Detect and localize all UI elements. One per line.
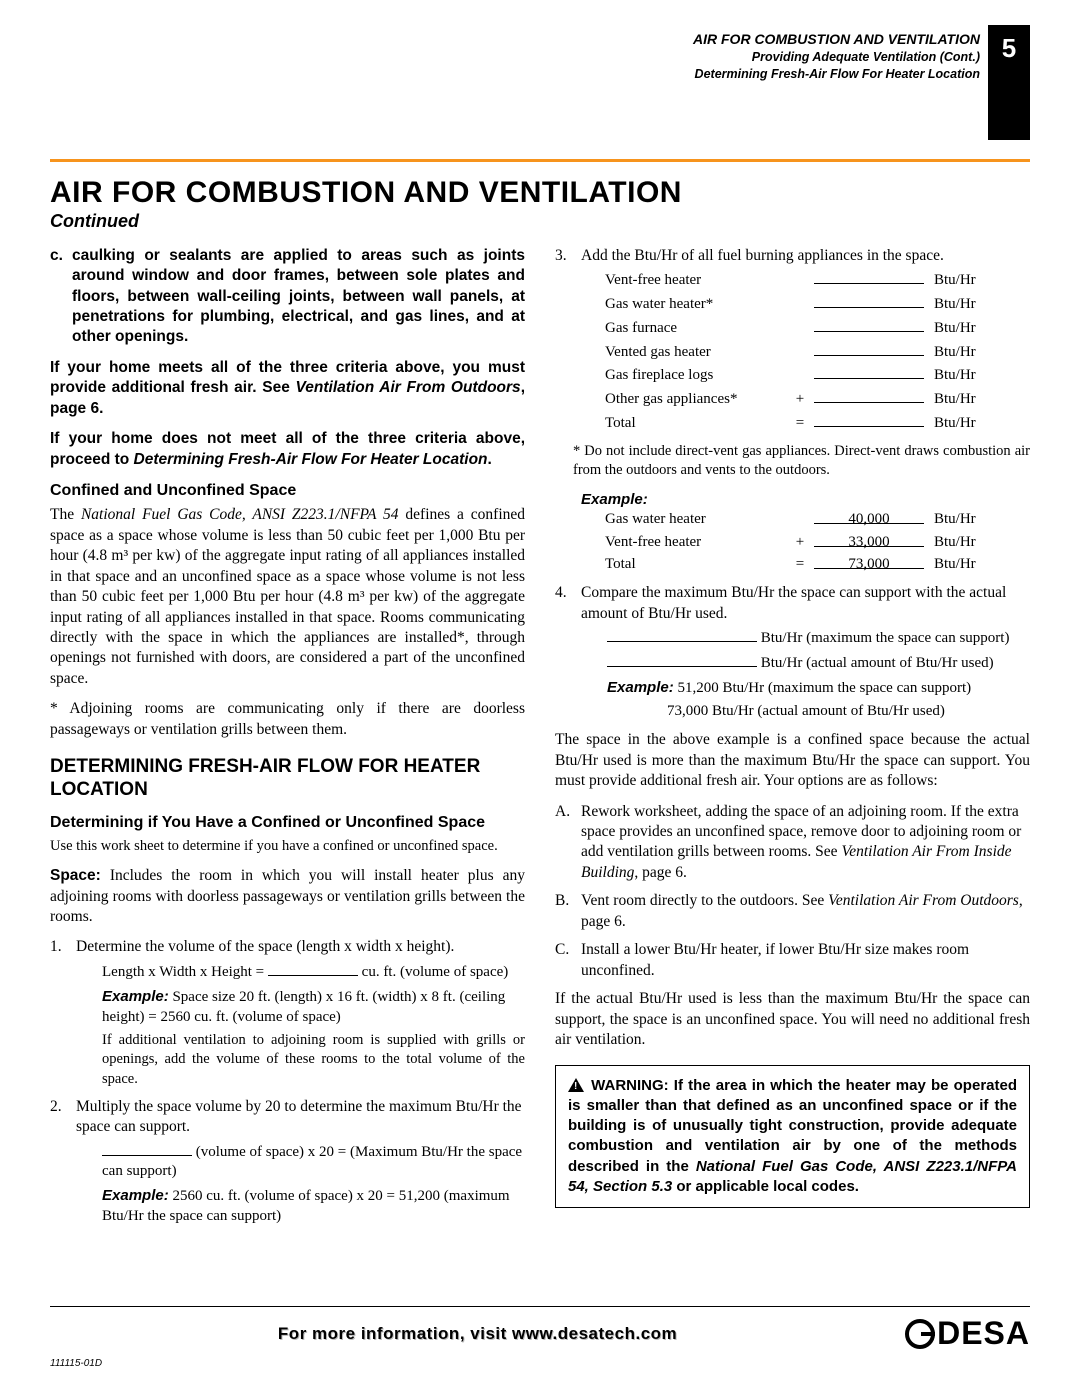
step-4-ex-1: Example: 51,200 Btu/Hr (maximum the spac…	[581, 678, 1030, 699]
blank-volume-2	[102, 1142, 192, 1156]
unconfined-result: If the actual Btu/Hr used is less than t…	[555, 989, 1030, 1050]
appliance-row: Gas fireplace logsBtu/Hr	[581, 365, 1030, 386]
criteria-not-met-para: If your home does not meet all of the th…	[50, 429, 525, 470]
document-id: 111115-01D	[50, 1358, 1030, 1369]
appliance-row: Gas water heater*Btu/Hr	[581, 294, 1030, 315]
right-column: 3. Add the Btu/Hr of all fuel burning ap…	[555, 246, 1030, 1235]
desa-logo: DESA	[905, 1315, 1030, 1352]
option-c: C. Install a lower Btu/Hr heater, if low…	[581, 940, 1030, 981]
appliance-row: Total=73,000Btu/Hr	[581, 555, 1030, 575]
step-2-example: Example: 2560 cu. ft. (volume of space) …	[76, 1186, 525, 1227]
appliance-row: Gas water heater40,000Btu/Hr	[581, 510, 1030, 530]
appliance-row: Vent-free heater+33,000Btu/Hr	[581, 533, 1030, 553]
section-rule	[50, 159, 1030, 162]
step-1: 1. Determine the volume of the space (le…	[76, 937, 525, 1088]
content-columns: c. caulking or sealants are applied to a…	[50, 246, 1030, 1235]
header-line-2: Providing Adequate Ventilation (Cont.)	[693, 49, 980, 66]
page-number-badge: 5	[988, 25, 1030, 140]
warning-box: WARNING: If the area in which the heater…	[555, 1065, 1030, 1209]
determining-subheading: Determining if You Have a Confined or Un…	[50, 812, 525, 833]
page-title: AIR FOR COMBUSTION AND VENTILATION	[50, 176, 1030, 209]
example-block: Example: Gas water heater40,000Btu/HrVen…	[555, 490, 1030, 575]
confined-heading: Confined and Unconfined Space	[50, 480, 525, 501]
determining-heading: DETERMINING FRESH-AIR FLOW FOR HEATER LO…	[50, 756, 525, 802]
logo-circle-icon	[905, 1319, 935, 1349]
step-4-line-1: Btu/Hr (maximum the space can support)	[581, 628, 1030, 649]
step-4: 4. Compare the maximum Btu/Hr the space …	[581, 583, 1030, 722]
blank-volume	[268, 962, 358, 976]
confined-definition: The National Fuel Gas Code, ANSI Z223.1/…	[50, 505, 525, 689]
step-1-example: Example: Space size 20 ft. (length) x 16…	[76, 987, 525, 1028]
option-b: B. Vent room directly to the outdoors. S…	[581, 891, 1030, 932]
criteria-met-para: If your home meets all of the three crit…	[50, 358, 525, 419]
appliance-row: Gas furnaceBtu/Hr	[581, 318, 1030, 339]
list-marker-c: c.	[50, 246, 63, 266]
worksheet-steps: 1. Determine the volume of the space (le…	[50, 937, 525, 1226]
header-line-1: AIR FOR COMBUSTION AND VENTILATION	[693, 30, 980, 49]
appliance-row: Other gas appliances*+Btu/Hr	[581, 389, 1030, 410]
footer-text: For more information, visit www.desatech…	[50, 1324, 905, 1344]
option-a: A. Rework worksheet, adding the space of…	[581, 802, 1030, 884]
step-1-formula: Length x Width x Height = cu. ft. (volum…	[76, 962, 525, 983]
confined-result: The space in the above example is a conf…	[555, 730, 1030, 791]
step-3: 3. Add the Btu/Hr of all fuel burning ap…	[581, 246, 1030, 434]
space-definition: Space: Includes the room in which you wi…	[50, 866, 525, 927]
appliance-table: Vent-free heaterBtu/Hr Gas water heater*B…	[581, 270, 1030, 434]
worksheet-intro: Use this work sheet to determine if you …	[50, 837, 525, 856]
page-footer: For more information, visit www.desatech…	[50, 1306, 1030, 1369]
options-list: A. Rework worksheet, adding the space of…	[555, 802, 1030, 982]
worksheet-steps-cont: 3. Add the Btu/Hr of all fuel burning ap…	[555, 246, 1030, 434]
continued-label: Continued	[50, 211, 1030, 232]
example-table: Gas water heater40,000Btu/Hr Vent-free he…	[581, 510, 1030, 575]
header-line-3: Determining Fresh-Air Flow For Heater Lo…	[693, 66, 980, 83]
step-4-wrap: 4. Compare the maximum Btu/Hr the space …	[555, 583, 1030, 722]
step-4-line-2: Btu/Hr (actual amount of Btu/Hr used)	[581, 653, 1030, 674]
step-4-ex-2: 73,000 Btu/Hr (actual amount of Btu/Hr u…	[581, 702, 1030, 722]
step-1-note: If additional ventilation to adjoining r…	[76, 1031, 525, 1088]
warning-icon	[568, 1078, 584, 1092]
appliance-row: Total=Btu/Hr	[581, 413, 1030, 434]
step-2: 2. Multiply the space volume by 20 to de…	[76, 1097, 525, 1227]
left-column: c. caulking or sealants are applied to a…	[50, 246, 525, 1235]
appliance-row: Vented gas heaterBtu/Hr	[581, 342, 1030, 363]
direct-vent-note: * Do not include direct-vent gas applian…	[555, 442, 1030, 480]
list-item-c: c. caulking or sealants are applied to a…	[50, 246, 525, 348]
step-2-formula: (volume of space) x 20 = (Maximum Btu/Hr…	[76, 1142, 525, 1183]
adjoining-note: * Adjoining rooms are communicating only…	[50, 699, 525, 740]
running-header: AIR FOR COMBUSTION AND VENTILATION Provi…	[50, 30, 1030, 83]
appliance-row: Vent-free heaterBtu/Hr	[581, 270, 1030, 291]
